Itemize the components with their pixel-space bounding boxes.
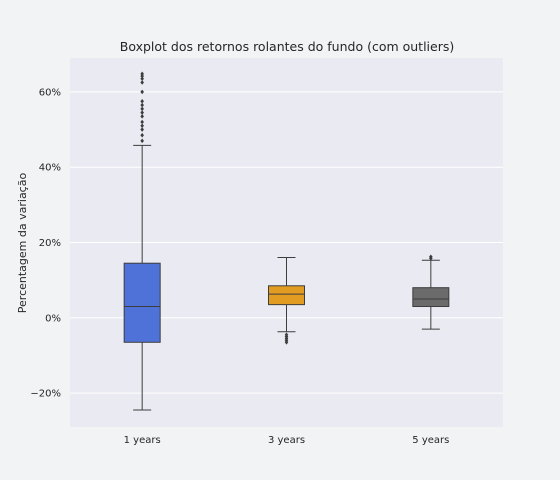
- box-group: [123, 71, 161, 411]
- outlier-point: [140, 102, 144, 108]
- outlier-point: [140, 132, 144, 138]
- x-tick-label: 3 years: [268, 435, 305, 446]
- outlier-point: [140, 99, 144, 104]
- outlier-point: [140, 123, 144, 129]
- y-tick-label: 40%: [39, 163, 61, 174]
- boxes-layer: [123, 71, 450, 411]
- outlier-point: [140, 138, 144, 144]
- outlier-point: [140, 71, 144, 77]
- y-tick-label: 20%: [39, 238, 61, 249]
- box-iqr: [412, 287, 450, 308]
- outlier-point: [140, 106, 144, 112]
- y-tick-labels: −20% 0% 20% 40% 60%: [30, 87, 61, 399]
- outlier-point: [429, 254, 433, 260]
- x-tick-labels: 1 years 3 years 5 years: [124, 435, 450, 446]
- outlier-point: [140, 80, 144, 85]
- outlier-point: [140, 110, 144, 115]
- y-tick-label: −20%: [30, 389, 61, 400]
- x-tick-label: 1 years: [124, 435, 161, 446]
- x-tick-label: 5 years: [412, 435, 449, 446]
- y-tick-label: 0%: [45, 313, 61, 324]
- box-group: [268, 257, 305, 345]
- outlier-point: [140, 119, 144, 125]
- outlier-point: [284, 339, 289, 345]
- outlier-point: [140, 127, 144, 132]
- chart-title: Boxplot dos retornos rolantes do fundo (…: [120, 39, 455, 54]
- outlier-point: [140, 76, 144, 82]
- outlier-point: [140, 114, 144, 119]
- outlier-point: [140, 89, 144, 95]
- box-iqr: [268, 285, 305, 306]
- box-group: [412, 254, 450, 330]
- box-iqr: [123, 262, 161, 343]
- y-tick-label: 60%: [39, 87, 61, 98]
- y-axis-title: Percentagem da variação: [16, 173, 29, 314]
